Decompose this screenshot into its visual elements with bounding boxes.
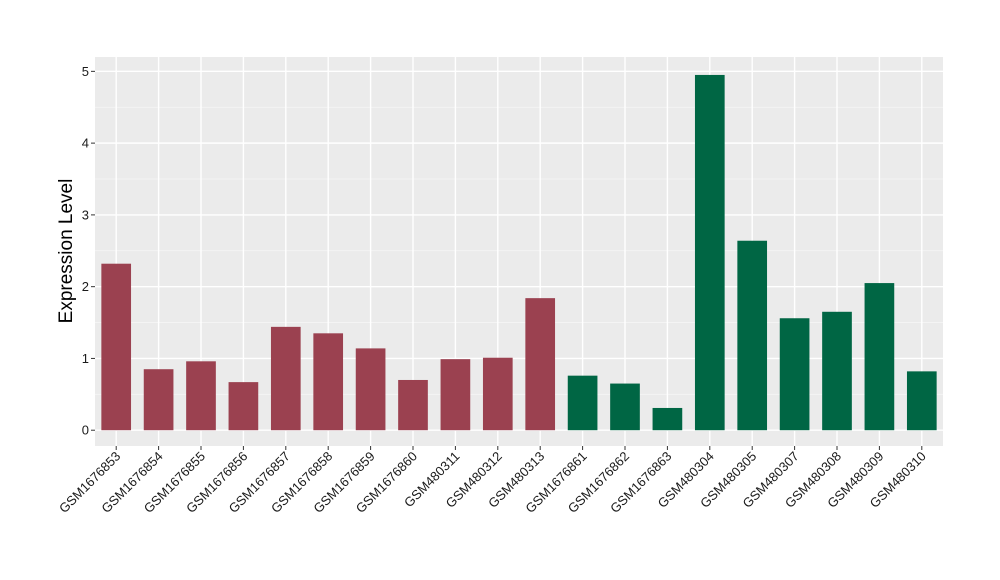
- bar-GSM1676857: [270, 326, 301, 431]
- y-tick-label: 4: [82, 136, 89, 151]
- bar-GSM1676861: [567, 375, 598, 431]
- bar-GSM480311: [440, 359, 471, 431]
- bar-GSM480312: [482, 357, 513, 431]
- bar-GSM480305: [737, 240, 768, 431]
- bar-GSM1676859: [355, 348, 386, 431]
- x-axis: GSM1676853GSM1676854GSM1676855GSM1676856…: [56, 446, 929, 516]
- y-axis-title: Expression Level: [56, 179, 77, 324]
- bar-GSM480310: [906, 371, 937, 431]
- bar-GSM1676853: [101, 263, 132, 431]
- bar-GSM480313: [525, 298, 556, 431]
- bar-GSM1676863: [652, 407, 683, 431]
- bar-GSM480308: [822, 311, 852, 431]
- bar-GSM1676862: [610, 383, 640, 431]
- y-tick-label: 1: [82, 351, 89, 366]
- plot-panel: [95, 57, 943, 446]
- y-tick-label: 5: [82, 64, 89, 79]
- bar-GSM1676856: [228, 382, 259, 431]
- y-tick-label: 2: [82, 279, 89, 294]
- bar-GSM1676855: [186, 361, 216, 431]
- y-axis: 0 1 2 3 4 5: [82, 64, 95, 438]
- bars: [101, 74, 937, 431]
- bar-GSM480307: [779, 318, 810, 431]
- bar-GSM1676858: [313, 333, 344, 431]
- y-tick-label: 0: [82, 423, 89, 438]
- bar-GSM480304: [694, 74, 725, 431]
- bar-GSM1676860: [398, 379, 428, 431]
- bar-GSM480309: [864, 283, 895, 431]
- bar-GSM1676854: [143, 369, 174, 431]
- y-tick-label: 3: [82, 207, 89, 222]
